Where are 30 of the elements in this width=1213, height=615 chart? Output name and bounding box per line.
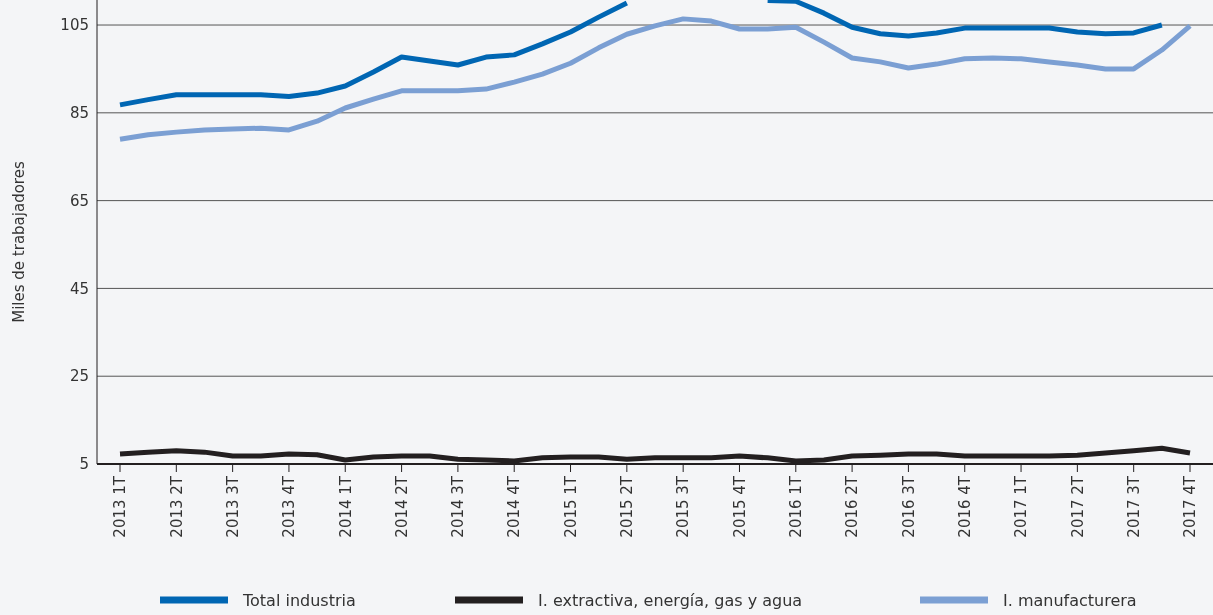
- x-tick-label: 2016 3T: [899, 475, 918, 538]
- y-tick-label: 25: [69, 367, 89, 386]
- x-tick-label: 2016 4T: [955, 475, 974, 538]
- x-tick-label: 2013 2T: [167, 475, 186, 538]
- x-tick-label: 2017 1T: [1012, 475, 1031, 538]
- x-tick-label: 2015 2T: [618, 475, 637, 538]
- x-tick-label: 2016 1T: [787, 475, 806, 538]
- x-tick-label: 2015 3T: [674, 475, 693, 538]
- y-tick-label: 5: [79, 455, 89, 474]
- y-tick-label: 65: [69, 191, 89, 210]
- legend-label: I. extractiva, energía, gas y agua: [538, 590, 803, 610]
- x-tick-label: 2014 4T: [505, 475, 524, 538]
- x-tick-label: 2013 4T: [280, 475, 299, 538]
- y-tick-label: 105: [60, 16, 89, 35]
- x-tick-label: 2013 3T: [223, 475, 242, 538]
- x-tick-label: 2016 2T: [843, 475, 862, 538]
- x-tick-label: 2017 4T: [1181, 475, 1200, 538]
- x-tick-label: 2015 4T: [730, 475, 749, 538]
- y-axis-title: Miles de trabajadores: [10, 161, 28, 323]
- y-tick-label: 85: [69, 104, 89, 123]
- x-tick-label: 2017 3T: [1124, 475, 1143, 538]
- x-tick-label: 2014 3T: [449, 475, 468, 538]
- x-tick-label: 2017 2T: [1068, 475, 1087, 538]
- y-tick-label: 45: [69, 279, 89, 298]
- legend-label: Total industria: [242, 590, 356, 610]
- legend-label: I. manufacturera: [1003, 590, 1137, 610]
- x-tick-label: 2015 1T: [561, 475, 580, 538]
- x-tick-label: 2013 1T: [111, 475, 130, 538]
- x-tick-label: 2014 2T: [392, 475, 411, 538]
- x-tick-label: 2014 1T: [336, 475, 355, 538]
